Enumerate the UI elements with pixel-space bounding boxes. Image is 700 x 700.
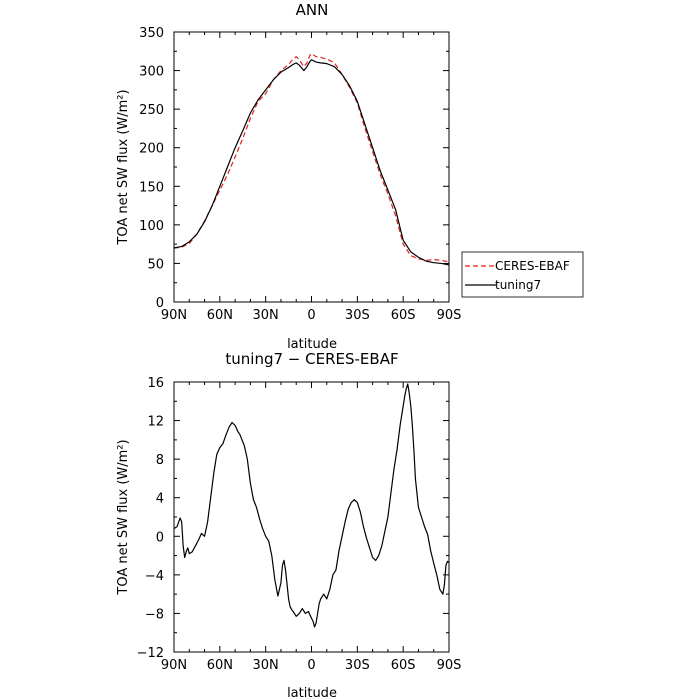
y-tick-label: 350 [139,26,164,41]
x-tick-label: 30S [345,308,370,323]
y-tick-label: 250 [139,103,164,118]
series-group-bottom [173,383,450,628]
x-axis-label-bottom: latitude [287,686,337,700]
y-axis-label-top: TOA net SW flux (W/m²) [116,89,131,245]
series-line-tuning7-ceres-ebaf [173,383,450,628]
chart-panel-top: ANN latitude TOA net SW flux (W/m²) 90N 6… [116,1,584,352]
plot-frame-bottom [173,381,450,653]
x-tick-label: 90S [437,308,462,323]
x-tick-label: 90S [437,658,462,673]
legend-label-ceres: CERES-EBAF [495,259,570,273]
x-tick-label: 60S [391,658,416,673]
y-tick-label: 16 [147,376,164,391]
x-tick-label: 30S [345,658,370,673]
plot-frame-top [173,31,450,303]
series-line-ceres-ebaf [173,52,450,263]
x-tick-label: 90N [161,658,187,673]
y-tick-label: 8 [156,453,164,468]
y-axis-label-bottom: TOA net SW flux (W/m²) [116,439,131,595]
y-tick-label: 0 [156,530,164,545]
y-tick-label: −8 [145,607,164,622]
x-axis-label-top: latitude [287,337,337,352]
chart-title-top: ANN [296,1,329,19]
legend: CERES-EBAF tuning7 [461,251,584,298]
x-tick-label: 60S [391,308,416,323]
y-tick-label: −12 [137,646,164,661]
series-group-top [173,52,450,266]
y-tick-label: 150 [139,180,164,195]
legend-label-tuning: tuning7 [495,278,541,292]
chart-title-bottom: tuning7 − CERES-EBAF [225,350,398,368]
x-tick-label: 30N [253,308,279,323]
legend-box [461,251,584,298]
x-tick-label: 0 [307,658,315,673]
y-tick-label: 100 [139,219,164,234]
x-tick-label: 60N [207,308,233,323]
y-tick-label: 4 [156,492,164,507]
ticks-top: 90N 60N 30N 0 30S 60S 90S 0 50 100 150 200 250 300 350 [139,26,461,323]
chart-panel-bottom: tuning7 − CERES-EBAF latitude TOA net SW… [116,350,461,700]
x-tick-label: 90N [161,308,187,323]
x-tick-label: 0 [307,308,315,323]
y-tick-label: 12 [147,415,164,430]
y-tick-label: 50 [147,257,164,272]
x-tick-label: 60N [207,658,233,673]
x-tick-label: 30N [253,658,279,673]
y-tick-label: 200 [139,142,164,157]
y-tick-label: 300 [139,65,164,80]
ticks-bottom: 90N 60N 30N 0 30S 60S 90S −12 −8 −4 0 4 8 12 16 [137,376,462,673]
y-tick-label: −4 [145,569,164,584]
y-tick-label: 0 [156,296,164,311]
series-line-tuning7 [173,59,450,266]
